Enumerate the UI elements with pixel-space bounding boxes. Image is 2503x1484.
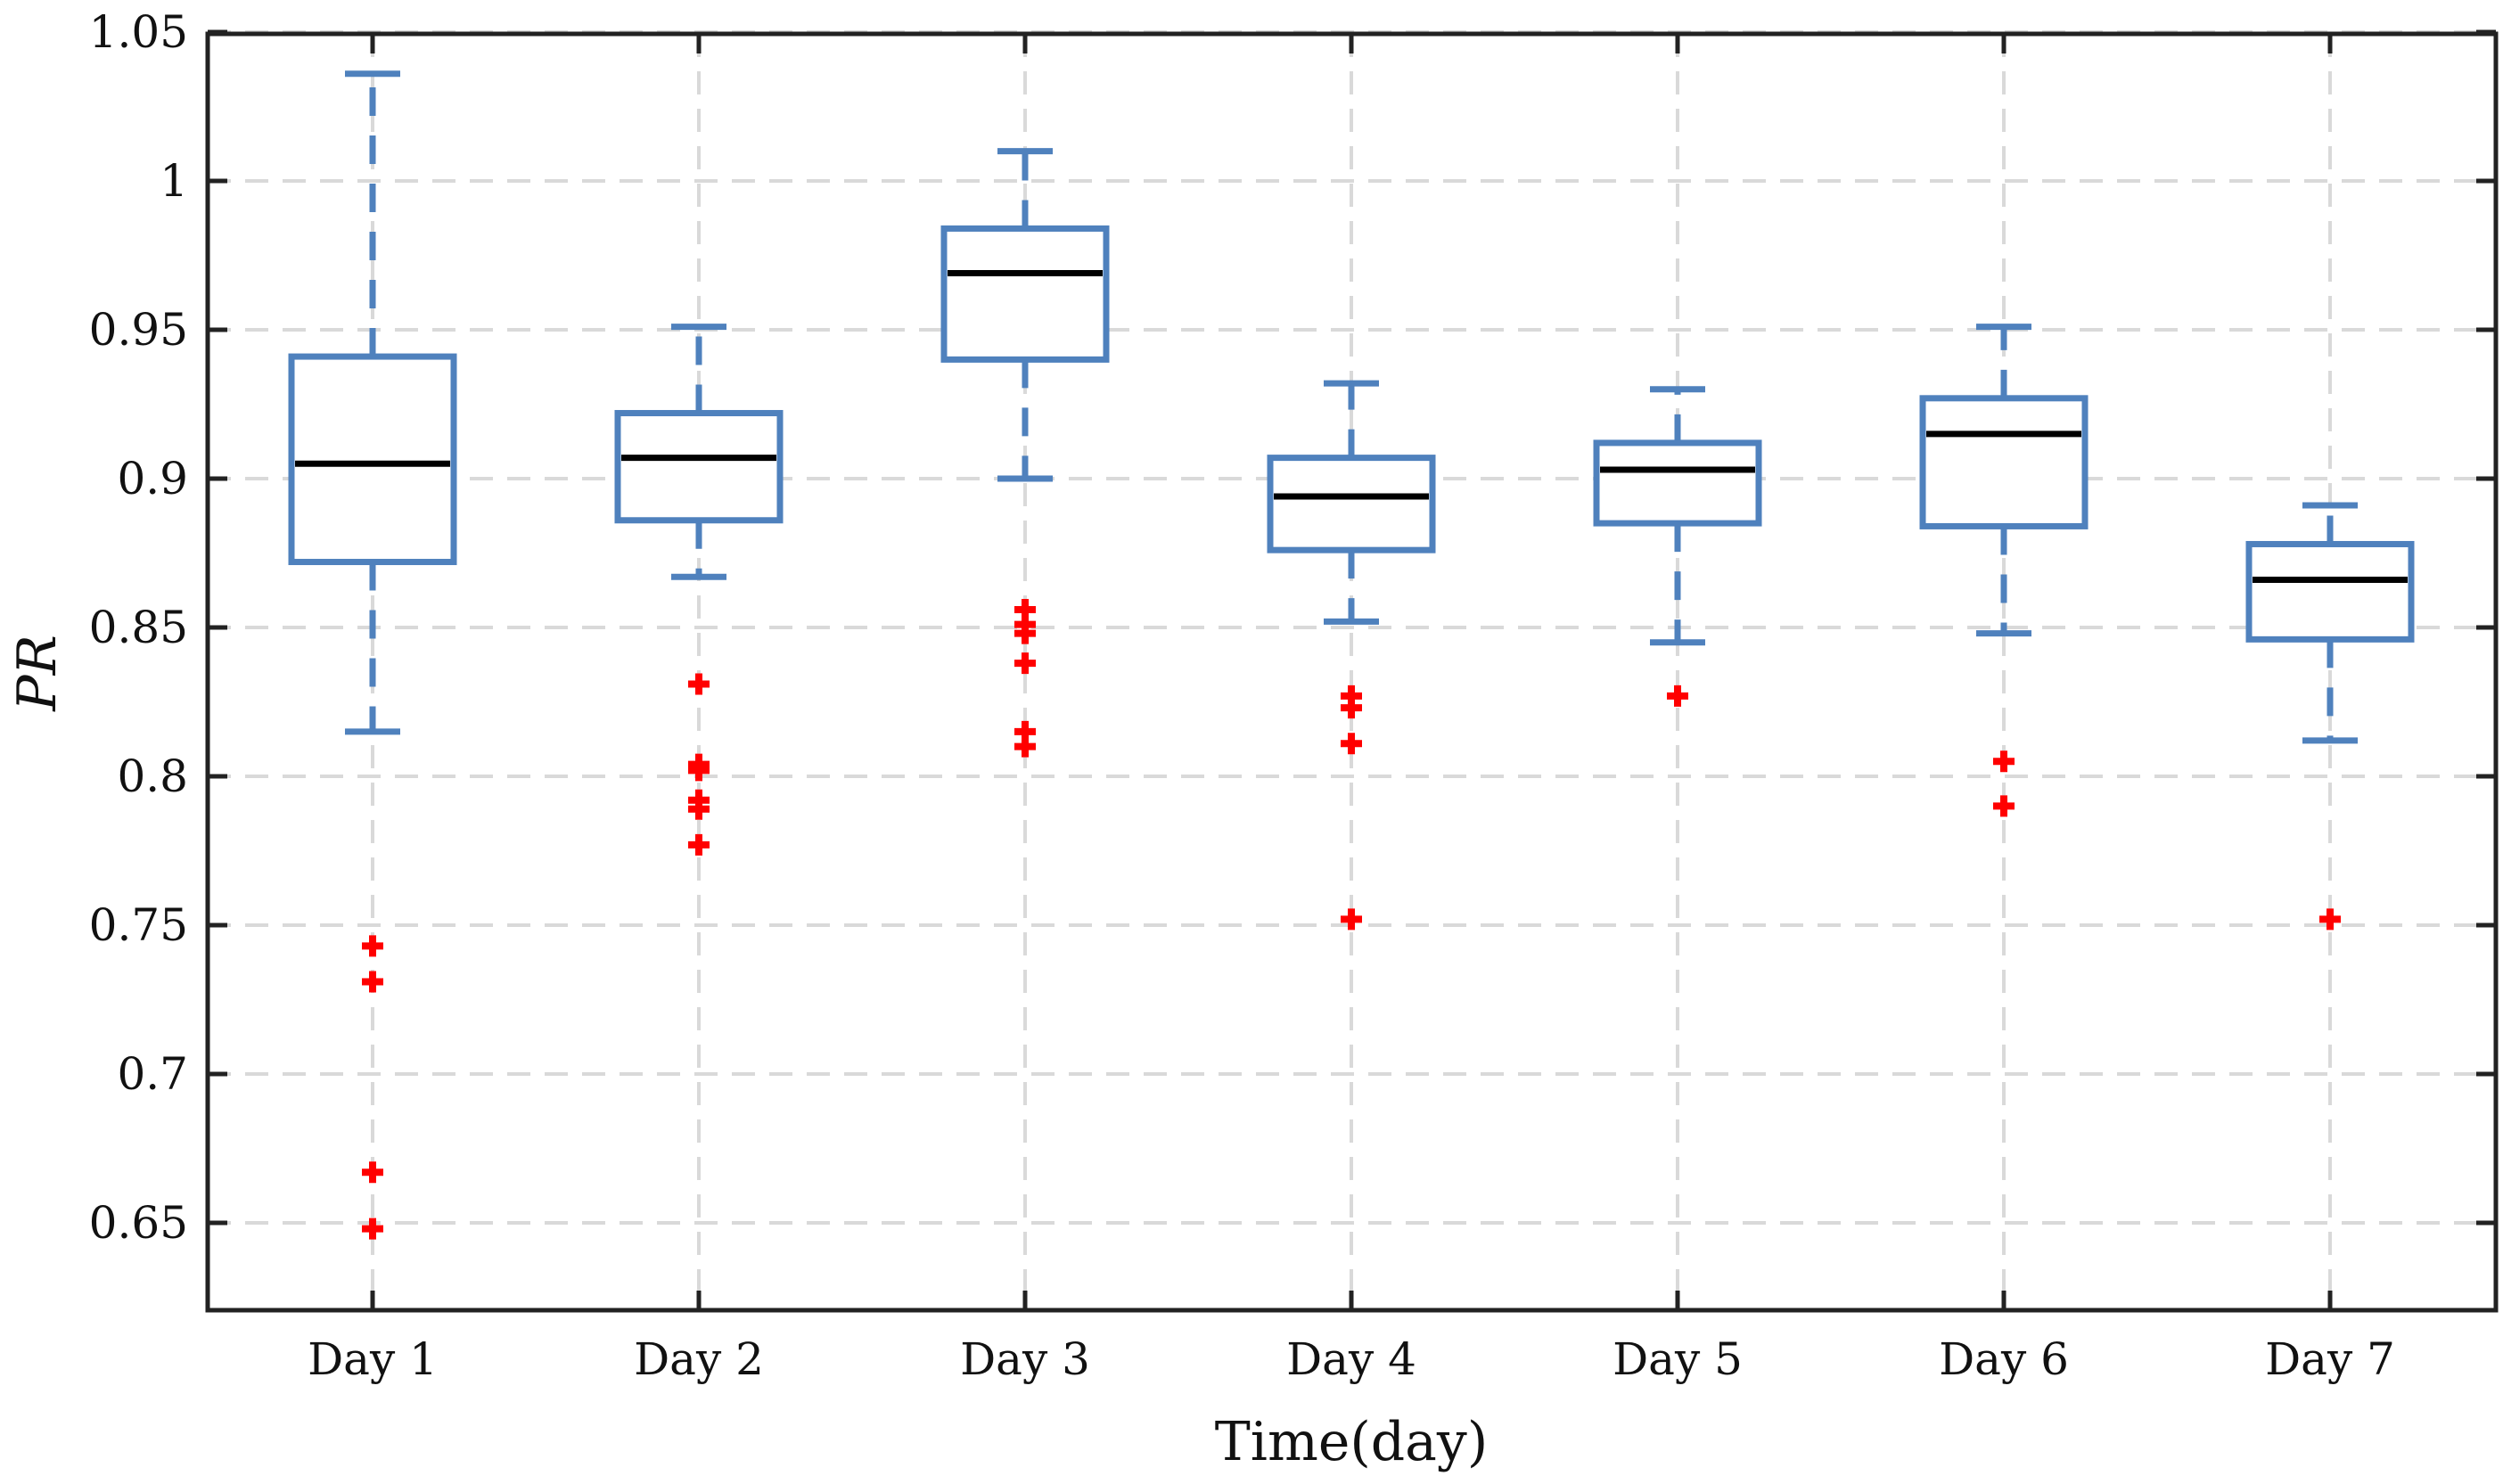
y-tick-label: 0.75	[89, 899, 188, 951]
outlier-marker	[362, 971, 383, 993]
iqr-box	[288, 353, 457, 566]
outlier-marker	[362, 935, 383, 957]
y-tick-label: 1	[160, 155, 188, 207]
iqr-box	[940, 225, 1110, 363]
iqr-box	[614, 410, 784, 524]
y-tick-label: 0.95	[89, 304, 188, 356]
box-2	[614, 324, 784, 580]
x-tick-label: Day 4	[1286, 1333, 1416, 1385]
outlier-marker	[362, 1161, 383, 1184]
box-5	[1593, 386, 1762, 646]
iqr-box	[1267, 455, 1436, 553]
box-7	[2245, 502, 2415, 744]
iqr-box	[1919, 395, 2089, 529]
outlier-marker	[688, 833, 710, 856]
y-tick-label: 1.05	[89, 6, 188, 58]
outlier-marker	[1014, 622, 1036, 644]
x-axis-title: Time(day)	[1215, 1411, 1489, 1473]
outlier-marker	[2319, 908, 2341, 931]
x-tick-label: Day 1	[308, 1333, 438, 1385]
outlier-marker	[1341, 733, 1362, 755]
outlier-marker	[688, 759, 710, 782]
x-tick-label: Day 6	[1939, 1333, 2069, 1385]
outlier-marker	[1014, 735, 1036, 758]
box-3	[940, 148, 1110, 482]
x-tick-label: Day 7	[2265, 1333, 2395, 1385]
outlier-marker	[362, 1218, 383, 1240]
box-series	[288, 70, 2415, 744]
iqr-box	[1593, 439, 1762, 527]
outlier-marker	[1014, 652, 1036, 675]
iqr-box	[2245, 540, 2415, 643]
outlier-marker	[688, 673, 710, 695]
y-tick-label: 0.9	[117, 453, 188, 504]
x-tick-label: Day 3	[960, 1333, 1090, 1385]
outlier-marker	[1341, 697, 1362, 719]
box-1	[288, 70, 457, 735]
outlier-marker	[1667, 685, 1688, 707]
y-tick-label: 0.8	[117, 750, 188, 802]
x-tick-label: Day 5	[1613, 1333, 1743, 1385]
outlier-marker	[1341, 908, 1362, 931]
outlier-marker	[1993, 795, 2015, 817]
box-4	[1267, 380, 1436, 625]
tick-labels: 0.65 0.7 0.75 0.8 0.85 0.9 0.95 1 1.05 Day 1 Day 2…	[89, 6, 2395, 1385]
y-tick-label: 0.7	[117, 1048, 188, 1100]
outlier-marker	[688, 798, 710, 820]
outlier-points	[362, 598, 2341, 1240]
y-axis-title: PR	[6, 635, 69, 712]
outlier-marker	[1993, 750, 2015, 773]
box-6	[1919, 324, 2089, 637]
x-tick-label: Day 2	[634, 1333, 764, 1385]
axis-ticks	[208, 29, 2496, 1310]
y-tick-label: 0.65	[89, 1197, 188, 1249]
y-tick-label: 0.85	[89, 602, 188, 653]
